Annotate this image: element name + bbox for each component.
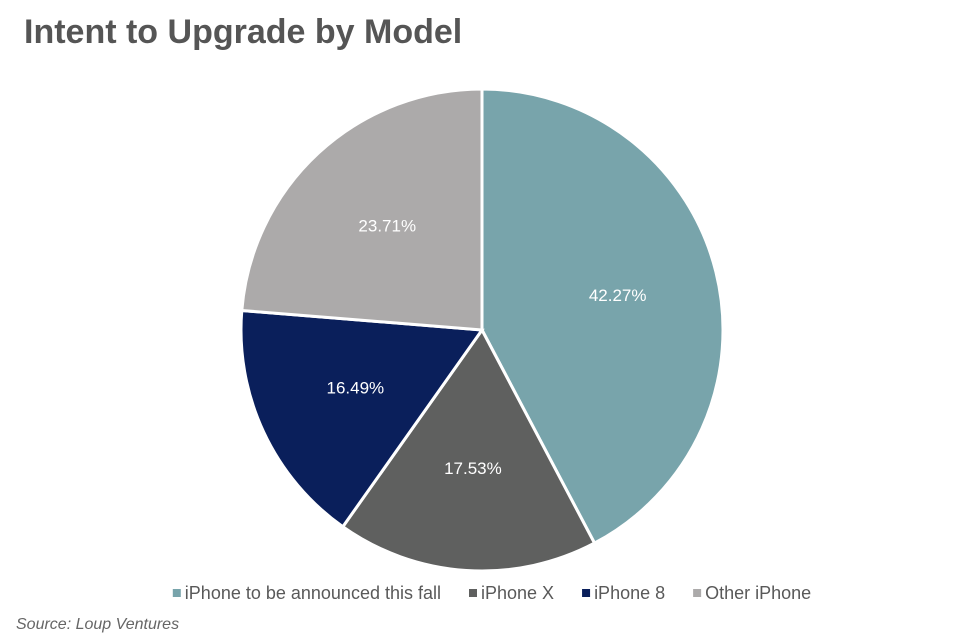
chart-title: Intent to Upgrade by Model [24, 13, 462, 51]
source: Source: Loup Ventures [16, 616, 179, 633]
legend-swatch [582, 589, 591, 597]
legend-swatch [693, 589, 702, 597]
pie-slice [480, 87, 725, 546]
legend-label: Other iPhone [705, 583, 811, 603]
legend-label: iPhone to be announced this fall [185, 583, 441, 603]
data-label: 42.27% [589, 286, 647, 305]
legend-label: iPhone 8 [594, 583, 665, 603]
legend-swatch [172, 589, 181, 597]
data-label: 17.53% [444, 459, 502, 478]
legend-label: iPhone X [481, 583, 554, 603]
pie-slice [239, 308, 485, 529]
pie-slice [340, 327, 597, 573]
data-label: 23.71% [358, 217, 416, 236]
legend-swatch [469, 589, 477, 597]
data-label: 16.49% [327, 379, 385, 398]
pie-slice [240, 87, 484, 332]
